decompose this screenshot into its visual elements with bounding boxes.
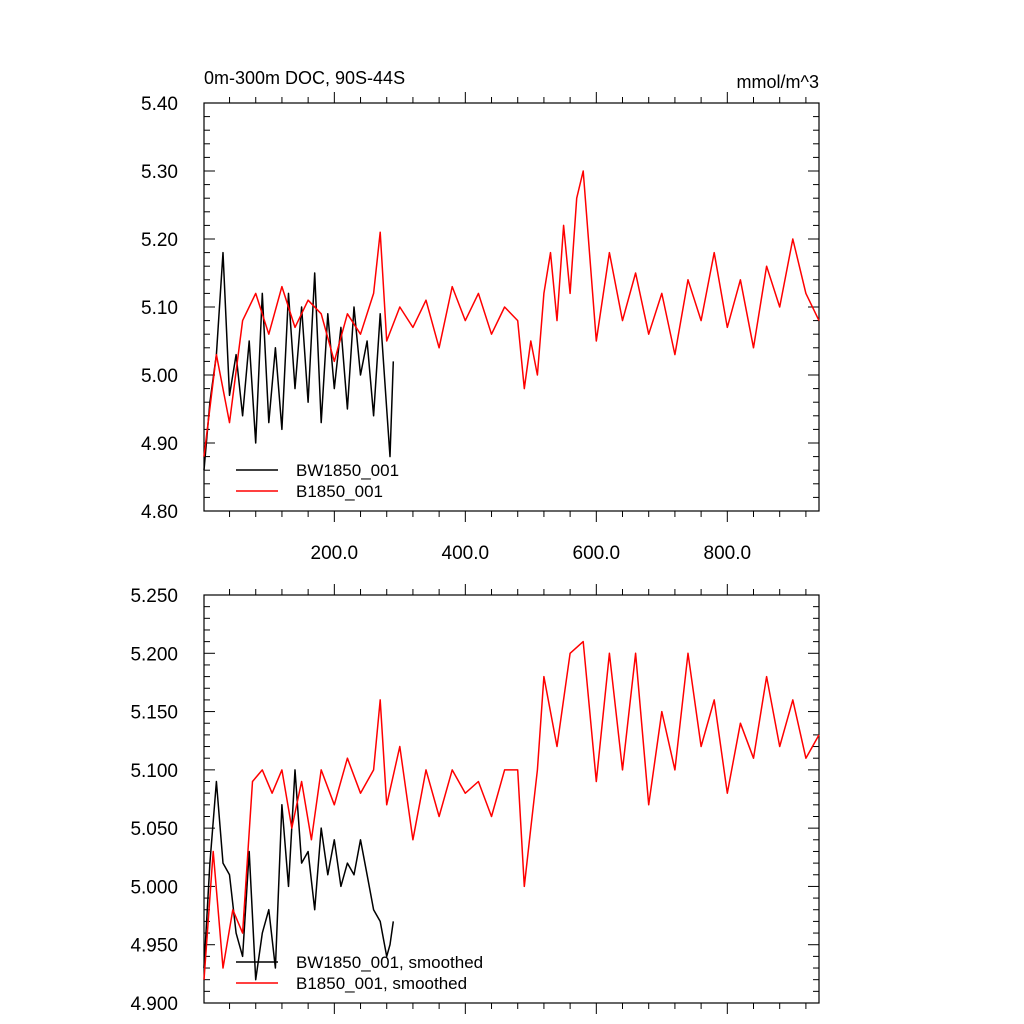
legend-label-b1850: B1850_001 xyxy=(296,482,383,501)
y-tick-label: 5.200 xyxy=(130,644,178,665)
bottom-ticks xyxy=(204,584,819,1014)
y-tick-label: 4.950 xyxy=(130,936,178,957)
y-tick-label: 5.10 xyxy=(141,298,178,319)
bottom-panel: 4.900 4.950 5.000 5.050 5.100 5.150 5.200 5.250… xyxy=(130,584,820,1015)
bottom-y-tick-labels: 4.900 4.950 5.000 5.050 5.100 5.150 5.200 5.250 xyxy=(130,586,178,1015)
top-chart-title: 0m-300m DOC, 90S-44S xyxy=(204,68,405,88)
bottom-series xyxy=(203,640,820,981)
y-tick-label: 5.050 xyxy=(130,819,178,840)
top-x-tick-labels: 200.0 400.0 600.0 800.0 xyxy=(311,543,752,564)
bottom-legend: BW1850_001, smoothed B1850_001, smoothed xyxy=(236,953,483,993)
top-legend: BW1850_001 B1850_001 xyxy=(236,461,399,501)
bottom-plot-frame xyxy=(203,594,820,1004)
top-series xyxy=(203,170,820,471)
y-tick-label: 5.100 xyxy=(130,761,178,782)
y-tick-label: 5.20 xyxy=(141,230,178,251)
y-tick-label: 5.150 xyxy=(130,703,178,724)
legend-label-bw1850: BW1850_001 xyxy=(296,461,399,480)
legend-label-b1850-smoothed: B1850_001, smoothed xyxy=(296,974,467,993)
y-tick-label: 5.40 xyxy=(141,94,178,115)
y-tick-label: 4.80 xyxy=(141,502,178,523)
x-tick-label: 400.0 xyxy=(442,543,490,564)
x-tick-label: 600.0 xyxy=(573,543,621,564)
top-chart-units: mmol/m^3 xyxy=(737,72,819,92)
y-tick-label: 5.250 xyxy=(130,586,178,607)
x-tick-label: 200.0 xyxy=(311,543,359,564)
x-tick-label: 800.0 xyxy=(704,543,752,564)
y-tick-label: 4.900 xyxy=(130,994,178,1015)
y-tick-label: 4.90 xyxy=(141,434,178,455)
y-tick-label: 5.00 xyxy=(141,366,178,387)
top-panel: 4.80 4.90 5.00 5.10 5.20 5.30 5.40 200.0 400.0 6… xyxy=(141,68,820,564)
series-line-b1850-001 xyxy=(203,170,820,457)
y-tick-label: 5.000 xyxy=(130,877,178,898)
legend-label-bw1850-smoothed: BW1850_001, smoothed xyxy=(296,953,483,972)
series-line-b1850-001-smoothed xyxy=(203,640,820,980)
y-tick-label: 5.30 xyxy=(141,162,178,183)
top-y-tick-labels: 4.80 4.90 5.00 5.10 5.20 5.30 5.40 xyxy=(141,94,178,523)
series-line-bw1850-001-smoothed xyxy=(203,769,395,981)
series-line-bw1850-001 xyxy=(203,251,395,471)
